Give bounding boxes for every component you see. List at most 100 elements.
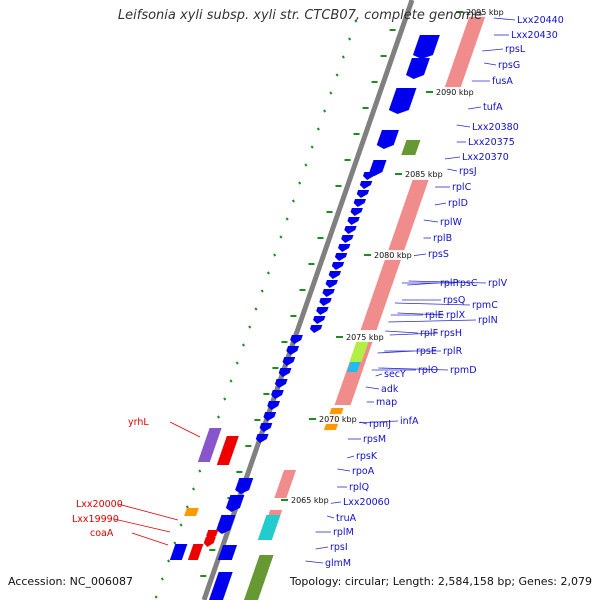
rrna-block <box>443 10 488 90</box>
cds-arrow <box>216 515 236 534</box>
leader-line <box>397 312 445 316</box>
gene-label: rpsC <box>456 278 478 289</box>
kbp-label-bg <box>464 7 506 17</box>
gene-label: rplP <box>440 278 459 289</box>
gene-label: rplE <box>425 310 444 321</box>
gene-label: Lxx20375 <box>468 137 515 148</box>
leader-line <box>359 421 368 425</box>
gc-dot <box>248 325 252 329</box>
gene-label: Lxx19990 <box>72 514 119 525</box>
cds-block <box>217 545 238 560</box>
lxx20000-block <box>184 508 199 516</box>
leader-line <box>131 532 169 546</box>
map-title: Leifsonia xyli subsp. xyli str. CTCB07, … <box>117 8 483 23</box>
leader-line <box>377 350 415 354</box>
gc-dot <box>260 289 264 293</box>
cds-arrow <box>271 390 284 399</box>
gene-label: coaA <box>90 528 114 539</box>
gc-dot <box>198 469 202 473</box>
cds-arrow <box>347 217 360 225</box>
gc-dot <box>354 19 358 23</box>
gene-label: rplF <box>420 328 438 339</box>
kbp-label: 2095 kbp <box>466 8 504 17</box>
leader-line <box>375 373 383 377</box>
gc-dot <box>154 595 158 599</box>
kbp-label: 2075 kbp <box>346 333 384 342</box>
gene-label: Lxx20430 <box>511 30 558 41</box>
cds-arrow <box>334 253 348 261</box>
cds-arrow <box>344 226 357 234</box>
gene-label: truA <box>336 513 357 524</box>
leader-line <box>117 503 179 521</box>
gene-label: rplC <box>452 182 472 193</box>
coaa-cds <box>169 544 188 560</box>
gene-label: rpsE <box>416 346 437 357</box>
leader-line <box>423 219 439 223</box>
gene-label: infA <box>400 416 419 427</box>
cds-arrow <box>322 289 335 297</box>
leader-line <box>378 367 449 371</box>
cds-arrow <box>259 423 273 432</box>
gc-dot <box>285 217 289 221</box>
adk-block <box>347 362 361 372</box>
cds-arrow <box>325 280 338 288</box>
leader-line <box>407 282 439 286</box>
cds-arrow <box>338 244 351 252</box>
leader-line <box>315 546 329 550</box>
leader-line <box>337 468 351 472</box>
rrna-block <box>274 470 297 498</box>
gc-dot <box>254 307 258 311</box>
secy-block <box>349 340 370 362</box>
kbp-label: 2080 kbp <box>374 251 412 260</box>
gene-label: glmM <box>325 558 351 569</box>
gc-dot <box>291 199 295 203</box>
gene-label: Lxx20440 <box>517 15 564 26</box>
gc-dot <box>341 55 345 59</box>
cds-arrow <box>341 235 354 243</box>
gene-label: rplX <box>446 310 466 321</box>
leader-line <box>388 319 477 323</box>
gene-label: rpsS <box>428 249 449 260</box>
rplm-block <box>257 515 281 540</box>
leader-line <box>444 156 461 160</box>
kbp-label-bg <box>372 250 414 260</box>
gene-label: Lxx20380 <box>472 122 519 133</box>
yrhl-block <box>197 428 222 462</box>
kbp-label: 2085 kbp <box>405 170 443 179</box>
cds-arrow <box>412 35 440 59</box>
gene-label: secY <box>384 369 406 380</box>
gene-label: rpsH <box>440 328 462 339</box>
kbp-label-bg <box>434 87 476 97</box>
gene-label: rpsJ <box>459 166 477 177</box>
rev-block <box>216 436 239 465</box>
leader-line <box>468 106 482 110</box>
gene-label: map <box>376 397 397 408</box>
leader-line <box>347 455 355 459</box>
gene-label: Lxx20060 <box>343 497 390 508</box>
cds-arrow <box>255 434 269 443</box>
gc-dot <box>235 361 239 365</box>
leader-line <box>484 62 497 66</box>
gc-dot <box>279 235 283 239</box>
cds-arrow <box>309 325 323 333</box>
cds-arrow <box>282 357 296 366</box>
cds-arrow <box>225 495 245 512</box>
cds-arrow <box>388 88 417 114</box>
gc-dot <box>241 343 246 347</box>
cds-arrow <box>319 298 332 306</box>
cds-arrow <box>290 335 303 344</box>
leader-line <box>482 48 504 52</box>
gene-label: rplB <box>433 233 452 244</box>
cds-arrow <box>286 346 300 355</box>
leader-line <box>434 202 447 206</box>
gene-label: rpsQ <box>443 295 465 306</box>
gene-block <box>243 555 274 600</box>
gene-label: rpmC <box>472 300 498 311</box>
kbp-label-bg <box>403 169 445 179</box>
cds-arrow <box>362 172 376 180</box>
gene-label: rpsK <box>356 451 378 462</box>
cds-arrow <box>267 401 280 410</box>
gc-dot <box>229 379 233 383</box>
gene-label: rplO <box>418 365 438 376</box>
